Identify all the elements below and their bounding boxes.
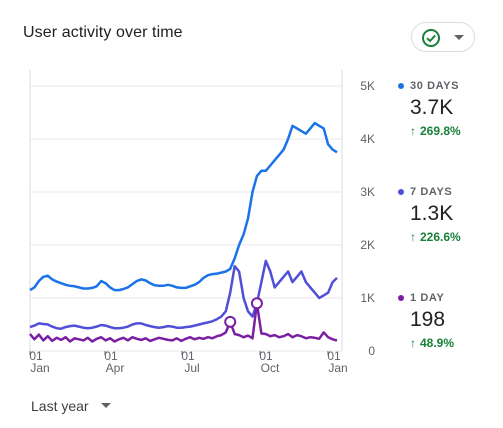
- y-tick-label: 4K: [360, 132, 375, 146]
- legend-change-value: 48.9%: [420, 336, 455, 350]
- legend-label: 7 DAYS: [410, 186, 453, 198]
- annotation-marker: [224, 315, 237, 328]
- chevron-down-icon: [454, 35, 464, 40]
- legend-label: 1 DAY: [410, 292, 445, 304]
- y-tick-label: 5K: [360, 79, 375, 93]
- legend-dot: [398, 295, 404, 301]
- x-tick-month: Oct: [261, 361, 280, 375]
- y-tick-label: 3K: [360, 185, 375, 199]
- legend-change-value: 226.6%: [420, 230, 461, 244]
- x-tick-month: Jul: [184, 361, 199, 375]
- x-tick-month: Jan: [30, 361, 49, 375]
- legend-change-value: 269.8%: [420, 124, 461, 138]
- legend-7-days: 7 DAYS 1.3K ↑ 226.6%: [398, 186, 498, 244]
- x-tick-day: 01: [104, 349, 118, 363]
- check-circle-icon: [422, 29, 440, 47]
- x-tick-day: 01: [29, 349, 43, 363]
- x-tick-day: 01: [259, 349, 273, 363]
- legend-change: ↑ 226.6%: [410, 230, 498, 244]
- y-tick-label: 2K: [360, 238, 375, 252]
- legend-1-day: 1 DAY 198 ↑ 48.9%: [398, 292, 498, 350]
- status-dropdown-button[interactable]: [411, 22, 475, 52]
- y-tick-label: 1K: [360, 291, 375, 305]
- legend-value: 198: [410, 308, 446, 331]
- legend-30-days: 30 DAYS 3.7K ↑ 269.8%: [398, 80, 498, 138]
- x-tick-day: 01: [181, 349, 195, 363]
- x-tick-day: 01: [327, 349, 341, 363]
- x-tick-month: Jan: [328, 361, 347, 375]
- chevron-down-icon: [100, 403, 111, 408]
- legend-value: 3.7K: [410, 96, 454, 119]
- series-line-7-days: [29, 259, 338, 330]
- card-title: User activity over time: [23, 24, 183, 41]
- series-line-30-days: [29, 121, 338, 292]
- legend-change: ↑ 48.9%: [410, 336, 498, 350]
- y-tick-label: 0: [368, 344, 375, 358]
- legend-label: 30 DAYS: [410, 80, 460, 92]
- date-range-label: Last year: [31, 398, 89, 414]
- annotation-marker: [250, 297, 263, 310]
- x-tick-month: Apr: [106, 361, 125, 375]
- arrow-up-icon: ↑: [410, 336, 416, 350]
- series-line-1-day: [29, 302, 338, 343]
- date-range-dropdown[interactable]: Last year: [31, 398, 111, 414]
- legend-dot: [398, 83, 404, 89]
- legend-change: ↑ 269.8%: [410, 124, 498, 138]
- arrow-up-icon: ↑: [410, 230, 416, 244]
- legend-value: 1.3K: [410, 202, 454, 225]
- legend-dot: [398, 189, 404, 195]
- arrow-up-icon: ↑: [410, 124, 416, 138]
